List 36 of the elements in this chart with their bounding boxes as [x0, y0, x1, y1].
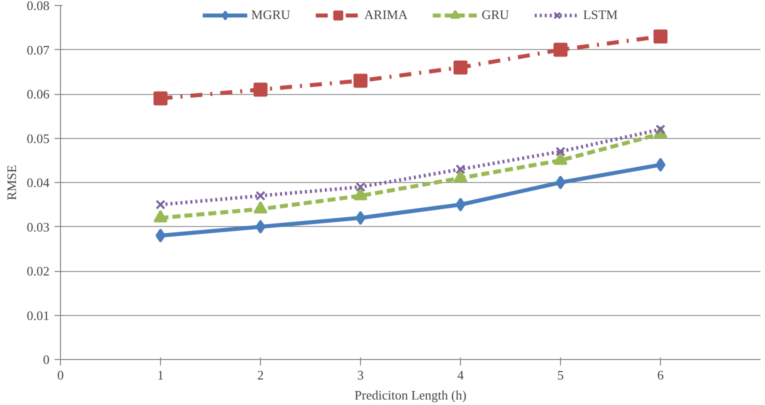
- point: [454, 60, 468, 74]
- y-axis-title: RMSE: [4, 164, 19, 200]
- point: [556, 176, 566, 190]
- y-tick-label: 0.03: [26, 219, 50, 234]
- point: [354, 74, 368, 88]
- point: [254, 82, 268, 97]
- y-tick-label: 0.07: [26, 42, 50, 58]
- point: [556, 146, 566, 156]
- legend-label: LSTM: [583, 7, 618, 23]
- y-tick-label: 0: [43, 352, 50, 367]
- x-axis-title: Prediciton Length (h): [354, 388, 466, 402]
- point: [154, 91, 168, 106]
- point: [254, 201, 268, 214]
- x-tick-label: 5: [557, 368, 564, 382]
- x-tick-label: 0: [57, 368, 64, 382]
- y-tick-label: 0.06: [26, 86, 50, 102]
- y-tick-label: 0.02: [26, 264, 50, 278]
- point: [356, 182, 366, 192]
- y-tick-label: 0.01: [26, 308, 50, 323]
- legend-label: MGRU: [251, 7, 290, 23]
- legend-label: GRU: [482, 7, 510, 23]
- point: [456, 164, 466, 174]
- point: [554, 42, 568, 57]
- point: [256, 190, 266, 201]
- y-tick-label: 0.05: [26, 130, 50, 146]
- x-tick-label: 6: [657, 368, 664, 382]
- y-tick-label: 0.08: [26, 0, 50, 13]
- legend-label: ARIMA: [364, 7, 408, 23]
- x-tick-label: 4: [457, 368, 464, 382]
- x-tick-label: 1: [157, 368, 164, 382]
- x-tick-label: 3: [357, 368, 364, 382]
- x-tick-label: 2: [257, 368, 264, 382]
- point: [654, 29, 668, 44]
- y-tick-label: 0.04: [26, 175, 50, 190]
- point: [454, 170, 468, 183]
- point: [156, 200, 166, 210]
